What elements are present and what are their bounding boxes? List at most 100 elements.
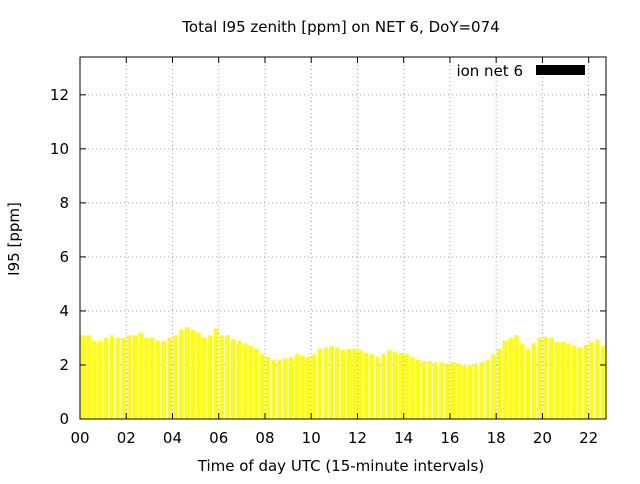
legend-label: ion net 6: [456, 62, 523, 80]
bar: [589, 342, 594, 419]
bar: [439, 362, 444, 419]
x-tick-label: 08: [255, 429, 274, 447]
x-tick-label: 02: [117, 429, 136, 447]
bar: [126, 335, 132, 419]
bar: [537, 337, 542, 419]
bar: [566, 343, 571, 419]
bar: [132, 335, 138, 419]
bar: [329, 346, 334, 419]
x-axis-ticks: 00 02 04 06 08 10 12 14 16 18 20 22: [70, 57, 598, 447]
bar: [242, 343, 247, 419]
bar: [531, 343, 536, 419]
x-tick-label: 14: [394, 429, 413, 447]
bar: [155, 340, 161, 419]
bar: [554, 342, 560, 419]
bar: [502, 340, 508, 419]
bar: [560, 342, 565, 419]
bar: [392, 351, 398, 419]
bar: [363, 352, 369, 419]
bar: [294, 354, 299, 419]
bar: [381, 354, 386, 419]
x-tick-label: 06: [209, 429, 228, 447]
bar: [479, 362, 484, 419]
bar: [173, 335, 178, 419]
x-tick-label: 18: [487, 429, 506, 447]
bar: [248, 346, 253, 419]
bar: [410, 356, 415, 419]
bar: [225, 335, 230, 419]
x-tick-label: 16: [440, 429, 459, 447]
bar: [375, 356, 380, 419]
bar: [167, 337, 172, 419]
x-tick-label: 22: [579, 429, 598, 447]
bar: [306, 356, 311, 419]
bar: [514, 335, 519, 419]
bar: [369, 354, 375, 419]
x-axis-title: Time of day UTC (15-minute intervals): [197, 457, 484, 475]
bar: [202, 337, 207, 419]
bar: [196, 332, 201, 419]
bar: [335, 347, 340, 419]
bar: [398, 352, 403, 419]
bar: [103, 337, 109, 419]
legend: ion net 6: [456, 62, 585, 80]
bar: [231, 339, 236, 419]
y-tick-label: 4: [59, 302, 69, 320]
bar: [178, 329, 184, 419]
y-tick-label: 10: [50, 140, 69, 158]
x-tick-label: 12: [348, 429, 367, 447]
bar: [190, 329, 195, 419]
bar: [473, 363, 479, 419]
x-tick-label: 20: [533, 429, 552, 447]
bar: [352, 348, 357, 419]
bar: [595, 339, 600, 419]
bar: [404, 354, 409, 419]
y-tick-label: 8: [59, 194, 69, 212]
bar: [583, 344, 588, 419]
bar: [144, 337, 149, 419]
bar: [358, 350, 363, 419]
bar: [340, 350, 346, 419]
y-tick-label: 12: [50, 86, 69, 104]
bar: [259, 354, 265, 419]
x-tick-label: 10: [302, 429, 321, 447]
bar: [421, 360, 427, 419]
bar: [520, 343, 525, 419]
bar: [548, 337, 554, 419]
bar: [161, 340, 166, 419]
legend-swatch: [536, 65, 585, 75]
bar: [346, 348, 351, 419]
chart-title: Total I95 zenith [ppm] on NET 6, DoY=074: [181, 18, 499, 36]
y-axis-title: I95 [ppm]: [5, 202, 23, 276]
bar: [311, 354, 317, 419]
bar: [98, 340, 103, 419]
bar: [508, 337, 513, 419]
x-tick-label: 00: [70, 429, 89, 447]
bar: [150, 337, 155, 419]
y-tick-label: 0: [59, 410, 69, 428]
bar: [207, 335, 213, 419]
bar: [433, 362, 438, 419]
bar: [525, 348, 531, 419]
bar: [496, 348, 502, 419]
bar: [86, 335, 91, 419]
bar-series: [80, 327, 606, 419]
bar: [462, 364, 467, 419]
bar: [236, 340, 242, 419]
y-tick-label: 6: [59, 248, 69, 266]
bar: [138, 332, 143, 419]
bar: [265, 356, 271, 419]
bar: [415, 359, 421, 419]
bar: [491, 354, 496, 419]
bar: [543, 336, 548, 419]
bar: [467, 364, 473, 419]
bar: [485, 359, 490, 419]
bar: [444, 363, 450, 419]
bar: [92, 340, 97, 419]
y-axis-ticks: 0 2 4 6 8 10 12: [50, 86, 606, 428]
bar: [109, 335, 114, 419]
bar: [317, 348, 323, 419]
plot-frame: [79, 56, 607, 420]
bar: [115, 337, 120, 419]
